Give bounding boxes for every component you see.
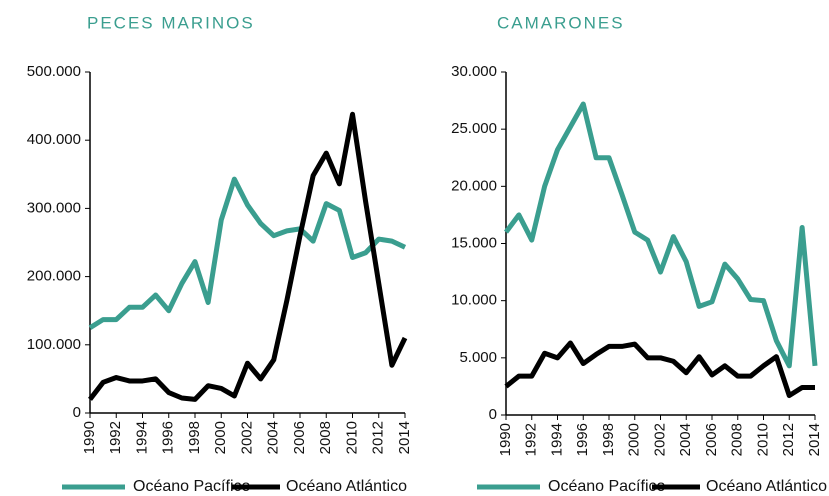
y-tick-label: 0: [73, 404, 81, 421]
x-tick-label: 2000: [212, 421, 229, 454]
x-tick-label: 2008: [729, 423, 746, 456]
series-line: [504, 340, 815, 399]
x-tick-label: 2000: [626, 423, 643, 456]
y-tick-label: 20.000: [451, 177, 497, 194]
x-tick-label: 1990: [497, 423, 514, 456]
x-tick-label: 2014: [806, 423, 823, 456]
x-tick-label: 2008: [317, 421, 334, 454]
y-tick-label: 0: [489, 406, 497, 423]
x-tick-label: 1998: [600, 423, 617, 456]
y-tick-label: 400.000: [27, 131, 81, 148]
x-tick-label: 2012: [370, 421, 387, 454]
x-tick-label: 1992: [523, 423, 540, 456]
x-tick-label: 2014: [396, 421, 413, 454]
x-tick-label: 2010: [754, 423, 771, 456]
series-line: [88, 111, 408, 402]
y-tick-label: 15.000: [451, 234, 497, 251]
x-tick-label: 1992: [107, 421, 124, 454]
x-tick-label: 1994: [548, 423, 565, 456]
y-tick-label: 200.000: [27, 268, 81, 285]
legend-label: Océano Atlántico: [286, 478, 407, 495]
x-tick-label: 2010: [343, 421, 360, 454]
x-tick-label: 2004: [265, 421, 282, 454]
x-tick-label: 1990: [81, 421, 98, 454]
y-tick-label: 30.000: [451, 63, 497, 80]
series-line: [504, 101, 818, 369]
y-tick-label: 100.000: [27, 336, 81, 353]
x-tick-label: 2002: [651, 423, 668, 456]
y-tick-label: 300.000: [27, 199, 81, 216]
legend-label: Océano Pacífico: [133, 478, 251, 495]
legend-label: Océano Atlántico: [706, 478, 827, 495]
x-tick-label: 2006: [291, 421, 308, 454]
y-tick-label: 25.000: [451, 120, 497, 137]
x-tick-label: 2004: [677, 423, 694, 456]
series-line: [88, 176, 407, 330]
legend-label: Océano Pacífico: [548, 478, 666, 495]
y-tick-label: 10.000: [451, 292, 497, 309]
x-tick-label: 1998: [186, 421, 203, 454]
x-tick-label: 2002: [238, 421, 255, 454]
x-tick-label: 1994: [133, 421, 150, 454]
y-tick-label: 500.000: [27, 63, 81, 80]
y-tick-label: 5.000: [459, 349, 497, 366]
chart-title: PECES MARINOS: [87, 13, 255, 32]
chart-title: CAMARONES: [497, 13, 625, 32]
x-tick-label: 1996: [160, 421, 177, 454]
x-tick-label: 1996: [574, 423, 591, 456]
x-tick-label: 2006: [703, 423, 720, 456]
x-tick-label: 2012: [780, 423, 797, 456]
